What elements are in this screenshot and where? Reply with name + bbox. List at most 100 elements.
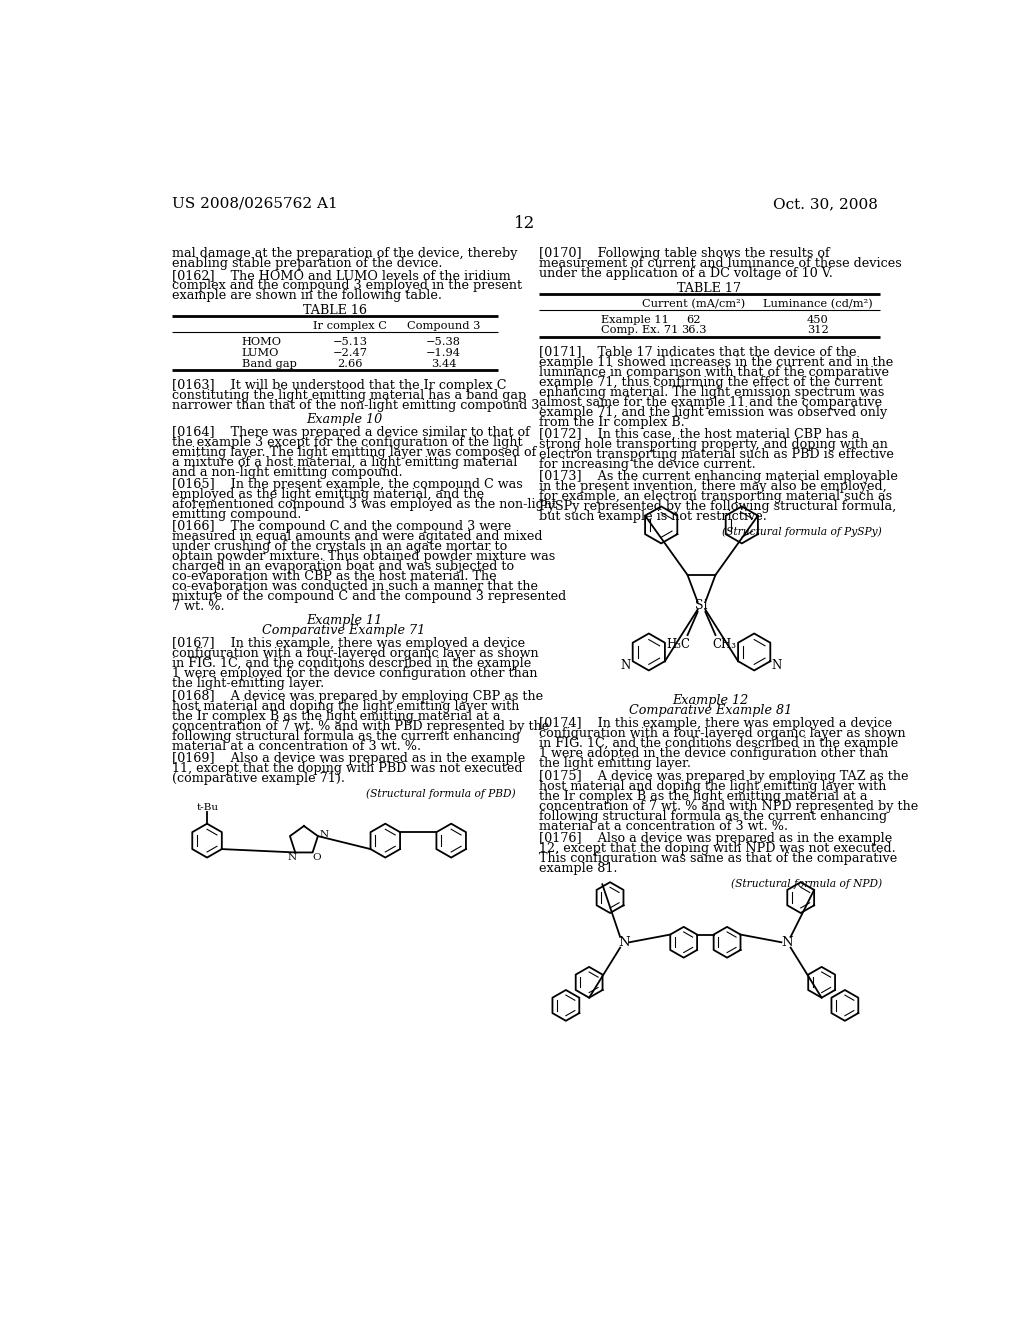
Text: from the Ir complex B.: from the Ir complex B. (539, 416, 684, 429)
Text: 1 were adopted in the device configuration other than: 1 were adopted in the device configurati… (539, 747, 888, 760)
Text: complex and the compound 3 employed in the present: complex and the compound 3 employed in t… (172, 280, 522, 292)
Text: Oct. 30, 2008: Oct. 30, 2008 (772, 197, 878, 211)
Text: US 2008/0265762 A1: US 2008/0265762 A1 (172, 197, 338, 211)
Text: Ir complex C: Ir complex C (313, 321, 387, 331)
Text: following structural formula as the current enhancing: following structural formula as the curr… (539, 810, 887, 822)
Text: mal damage at the preparation of the device, thereby: mal damage at the preparation of the dev… (172, 247, 518, 260)
Text: Si: Si (695, 599, 708, 612)
Text: following structural formula as the current enhancing: following structural formula as the curr… (172, 730, 520, 743)
Text: [0162]    The HOMO and LUMO levels of the iridium: [0162] The HOMO and LUMO levels of the i… (172, 269, 511, 282)
Text: Comp. Ex. 71: Comp. Ex. 71 (601, 326, 678, 335)
Text: concentration of 7 wt. % and with NPD represented by the: concentration of 7 wt. % and with NPD re… (539, 800, 918, 813)
Text: but such example is not restrictive.: but such example is not restrictive. (539, 511, 767, 523)
Text: material at a concentration of 3 wt. %.: material at a concentration of 3 wt. %. (172, 739, 421, 752)
Text: (Structural formula of NPD): (Structural formula of NPD) (731, 878, 882, 888)
Text: aforementioned compound 3 was employed as the non-light: aforementioned compound 3 was employed a… (172, 498, 557, 511)
Text: (Structural formula of PySPy): (Structural formula of PySPy) (722, 527, 882, 537)
Text: −2.47: −2.47 (333, 348, 368, 358)
Text: [0168]    A device was prepared by employing CBP as the: [0168] A device was prepared by employin… (172, 689, 544, 702)
Text: example 11 showed increases in the current and in the: example 11 showed increases in the curre… (539, 355, 893, 368)
Text: TABLE 16: TABLE 16 (303, 304, 367, 317)
Text: [0175]    A device was prepared by employing TAZ as the: [0175] A device was prepared by employin… (539, 770, 908, 783)
Text: N: N (781, 936, 793, 949)
Text: [0172]    In this case, the host material CBP has a: [0172] In this case, the host material C… (539, 428, 859, 441)
Text: mixture of the compound C and the compound 3 represented: mixture of the compound C and the compou… (172, 590, 566, 603)
Text: the Ir complex B as the light emitting material at a: the Ir complex B as the light emitting m… (539, 789, 867, 803)
Text: example 71, and the light emission was observed only: example 71, and the light emission was o… (539, 405, 887, 418)
Text: N: N (287, 853, 296, 862)
Text: 12: 12 (514, 215, 536, 231)
Text: [0174]    In this example, there was employed a device: [0174] In this example, there was employ… (539, 718, 892, 730)
Text: 312: 312 (807, 326, 828, 335)
Text: [0170]    Following table shows the results of: [0170] Following table shows the results… (539, 247, 829, 260)
Text: Example 11: Example 11 (306, 614, 382, 627)
Text: t-Bu: t-Bu (197, 803, 218, 812)
Text: under crushing of the crystals in an agate mortar to: under crushing of the crystals in an aga… (172, 540, 508, 553)
Text: enabling stable preparation of the device.: enabling stable preparation of the devic… (172, 257, 442, 271)
Text: [0169]    Also a device was prepared as in the example: [0169] Also a device was prepared as in … (172, 752, 525, 766)
Text: configuration with a four-layered organic layer as shown: configuration with a four-layered organi… (539, 727, 905, 741)
Text: luminance in comparison with that of the comparative: luminance in comparison with that of the… (539, 366, 889, 379)
Text: [0176]    Also a device was prepared as in the example: [0176] Also a device was prepared as in … (539, 832, 892, 845)
Text: 3.44: 3.44 (431, 359, 456, 368)
Text: charged in an evaporation boat and was subjected to: charged in an evaporation boat and was s… (172, 560, 514, 573)
Text: N: N (319, 830, 329, 838)
Text: [0166]    The compound C and the compound 3 were: [0166] The compound C and the compound 3… (172, 520, 511, 533)
Text: configuration with a four-layered organic layer as shown: configuration with a four-layered organi… (172, 647, 539, 660)
Text: example 71, thus confirming the effect of the current: example 71, thus confirming the effect o… (539, 376, 883, 388)
Text: Example 10: Example 10 (306, 412, 382, 425)
Text: for example, an electron transporting material such as: for example, an electron transporting ma… (539, 490, 892, 503)
Text: N: N (621, 659, 631, 672)
Text: [0165]    In the present example, the compound C was: [0165] In the present example, the compo… (172, 478, 523, 491)
Text: obtain powder mixture. Thus obtained powder mixture was: obtain powder mixture. Thus obtained pow… (172, 550, 555, 564)
Text: narrower than that of the non-light emitting compound 3.: narrower than that of the non-light emit… (172, 399, 544, 412)
Text: almost same for the example 11 and the comparative: almost same for the example 11 and the c… (539, 396, 882, 409)
Text: 62: 62 (686, 314, 701, 325)
Text: co-evaporation with CBP as the host material. The: co-evaporation with CBP as the host mate… (172, 570, 497, 583)
Text: host material and doping the light emitting layer with: host material and doping the light emitt… (172, 700, 519, 713)
Text: co-evaporation was conducted in such a manner that the: co-evaporation was conducted in such a m… (172, 581, 539, 594)
Text: −5.13: −5.13 (333, 337, 368, 347)
Text: [0164]    There was prepared a device similar to that of: [0164] There was prepared a device simil… (172, 425, 530, 438)
Text: 36.3: 36.3 (681, 326, 707, 335)
Text: Band gap: Band gap (242, 359, 297, 368)
Text: 7 wt. %.: 7 wt. %. (172, 601, 225, 614)
Text: material at a concentration of 3 wt. %.: material at a concentration of 3 wt. %. (539, 820, 787, 833)
Text: [0163]    It will be understood that the Ir complex C: [0163] It will be understood that the Ir… (172, 379, 507, 392)
Text: the light emitting layer.: the light emitting layer. (539, 758, 691, 771)
Text: TABLE 17: TABLE 17 (677, 281, 741, 294)
Text: strong hole transporting property, and doping with an: strong hole transporting property, and d… (539, 438, 888, 451)
Text: Example 12: Example 12 (673, 694, 749, 708)
Text: example 81.: example 81. (539, 862, 617, 875)
Text: −1.94: −1.94 (426, 348, 461, 358)
Text: 11, except that the doping with PBD was not executed: 11, except that the doping with PBD was … (172, 762, 522, 775)
Text: host material and doping the light emitting layer with: host material and doping the light emitt… (539, 780, 886, 793)
Text: N: N (618, 936, 630, 949)
Text: in FIG. 1C, and the conditions described in the example: in FIG. 1C, and the conditions described… (539, 738, 898, 751)
Text: emitting compound.: emitting compound. (172, 508, 301, 521)
Text: H₃C: H₃C (667, 638, 690, 651)
Text: This configuration was same as that of the comparative: This configuration was same as that of t… (539, 853, 897, 865)
Text: (comparative example 71).: (comparative example 71). (172, 772, 345, 785)
Text: −5.38: −5.38 (426, 337, 461, 347)
Text: constituting the light emitting material has a band gap: constituting the light emitting material… (172, 388, 526, 401)
Text: in the present invention, there may also be employed,: in the present invention, there may also… (539, 480, 887, 494)
Text: 2.66: 2.66 (338, 359, 364, 368)
Text: 12, except that the doping with NPD was not executed.: 12, except that the doping with NPD was … (539, 842, 896, 855)
Text: [0171]    Table 17 indicates that the device of the: [0171] Table 17 indicates that the devic… (539, 346, 856, 359)
Text: a mixture of a host material, a light emitting material: a mixture of a host material, a light em… (172, 455, 517, 469)
Text: in FIG. 1C, and the conditions described in the example: in FIG. 1C, and the conditions described… (172, 657, 531, 671)
Text: Comparative Example 81: Comparative Example 81 (629, 705, 792, 717)
Text: CH₃: CH₃ (713, 638, 736, 651)
Text: concentration of 7 wt. % and with PBD represented by the: concentration of 7 wt. % and with PBD re… (172, 719, 550, 733)
Text: the example 3 except for the configuration of the light: the example 3 except for the configurati… (172, 436, 523, 449)
Text: Comparative Example 71: Comparative Example 71 (262, 624, 425, 638)
Text: emitting layer. The light emitting layer was composed of: emitting layer. The light emitting layer… (172, 446, 537, 458)
Text: Example 11: Example 11 (601, 314, 669, 325)
Text: O: O (312, 853, 321, 862)
Text: [0167]    In this example, there was employed a device: [0167] In this example, there was employ… (172, 638, 525, 651)
Text: Current (mA/cm²): Current (mA/cm²) (642, 298, 745, 309)
Text: electron transporting material such as PBD is effective: electron transporting material such as P… (539, 447, 894, 461)
Text: PySPy represented by the following structural formula,: PySPy represented by the following struc… (539, 500, 896, 513)
Text: 1 were employed for the device configuration other than: 1 were employed for the device configura… (172, 668, 538, 680)
